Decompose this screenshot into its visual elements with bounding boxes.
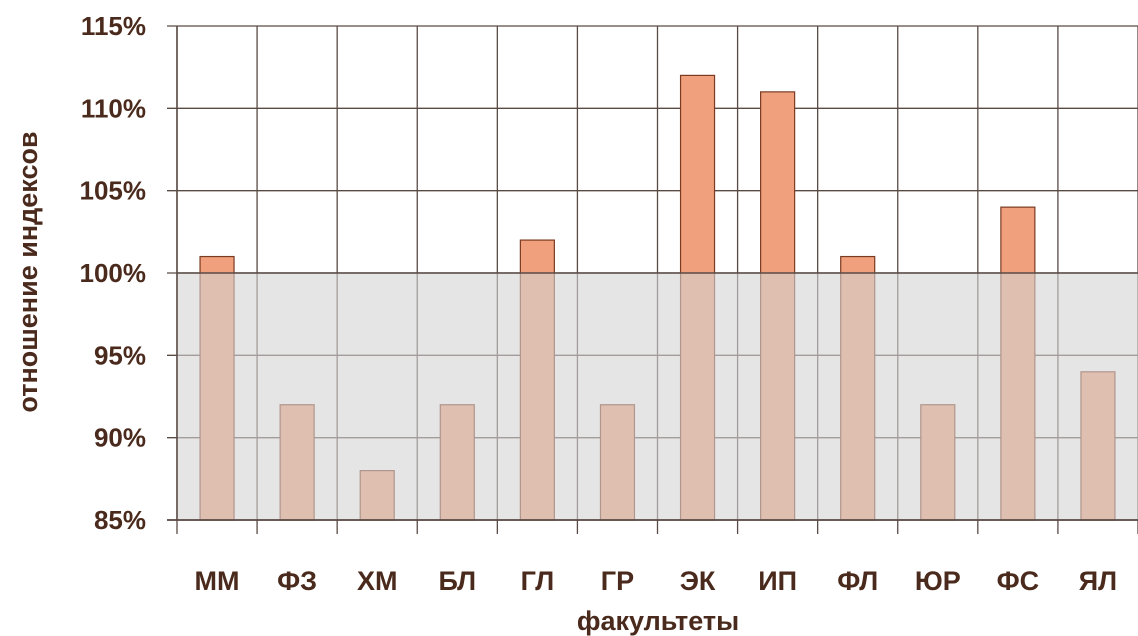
- category-label: ЭК: [680, 566, 716, 596]
- axes: [167, 26, 1138, 521]
- y-tick-label: 115%: [81, 11, 146, 41]
- below-reference-band: [177, 273, 1138, 520]
- x-tick-labels: ММ ФЗ ХМ БЛ ГЛ ГР ЭК ИП ФЛ ЮР ФС ЯЛ: [195, 566, 1118, 596]
- category-label: ЮР: [915, 566, 961, 596]
- category-label: ГР: [601, 566, 634, 596]
- category-label: ИП: [758, 566, 797, 596]
- y-axis-title: отношение индексов: [13, 131, 43, 412]
- category-label: ФС: [997, 566, 1040, 596]
- y-tick-label: 100%: [80, 258, 147, 288]
- category-label: ММ: [195, 566, 240, 596]
- category-label: ФЗ: [277, 566, 317, 596]
- y-tick-label: 110%: [81, 93, 146, 123]
- category-label: ЯЛ: [1079, 566, 1117, 596]
- x-axis-title: факультеты: [577, 606, 739, 636]
- category-label: БЛ: [438, 566, 476, 596]
- category-label: ХМ: [357, 566, 398, 596]
- y-tick-label: 105%: [80, 176, 147, 206]
- y-tick-label: 90%: [94, 423, 146, 453]
- y-tick-labels: 85% 90% 95% 100% 105% 110% 115%: [80, 11, 147, 535]
- category-label: ГЛ: [521, 566, 555, 596]
- y-tick-label: 95%: [94, 340, 146, 370]
- category-label: ФЛ: [837, 566, 878, 596]
- y-tick-label: 85%: [94, 505, 146, 535]
